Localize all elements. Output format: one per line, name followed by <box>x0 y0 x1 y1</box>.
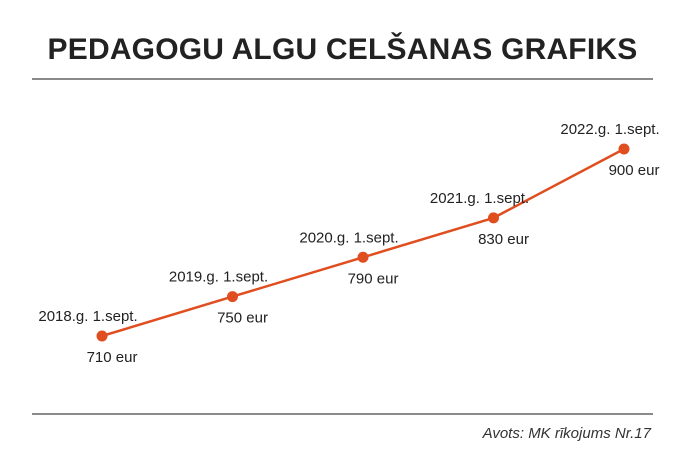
category-label: 2022.g. 1.sept. <box>560 121 659 138</box>
footer-divider <box>32 413 653 415</box>
labels-layer: 2018.g. 1.sept. 710 eur 2019.g. 1.sept. 750… <box>38 121 659 366</box>
chart-title: PEDAGOGU ALGU CELŠANAS GRAFIKS <box>47 33 638 66</box>
data-point <box>488 212 499 224</box>
value-label: 750 eur <box>217 310 268 327</box>
data-point <box>227 291 238 303</box>
category-label: 2020.g. 1.sept. <box>299 229 398 246</box>
title-divider <box>32 78 653 80</box>
value-label: 900 eur <box>609 162 660 179</box>
data-point <box>357 251 369 263</box>
category-label: 2021.g. 1.sept. <box>430 190 529 207</box>
series-layer <box>96 143 630 342</box>
source-note: Avots: MK rīkojums Nr.17 <box>482 425 651 442</box>
category-label: 2018.g. 1.sept. <box>38 308 137 325</box>
data-point <box>96 330 108 342</box>
value-label: 790 eur <box>348 270 399 287</box>
category-label: 2019.g. 1.sept. <box>169 269 268 286</box>
data-point <box>618 143 630 155</box>
value-label: 710 eur <box>87 349 138 366</box>
value-label: 830 eur <box>478 231 529 248</box>
